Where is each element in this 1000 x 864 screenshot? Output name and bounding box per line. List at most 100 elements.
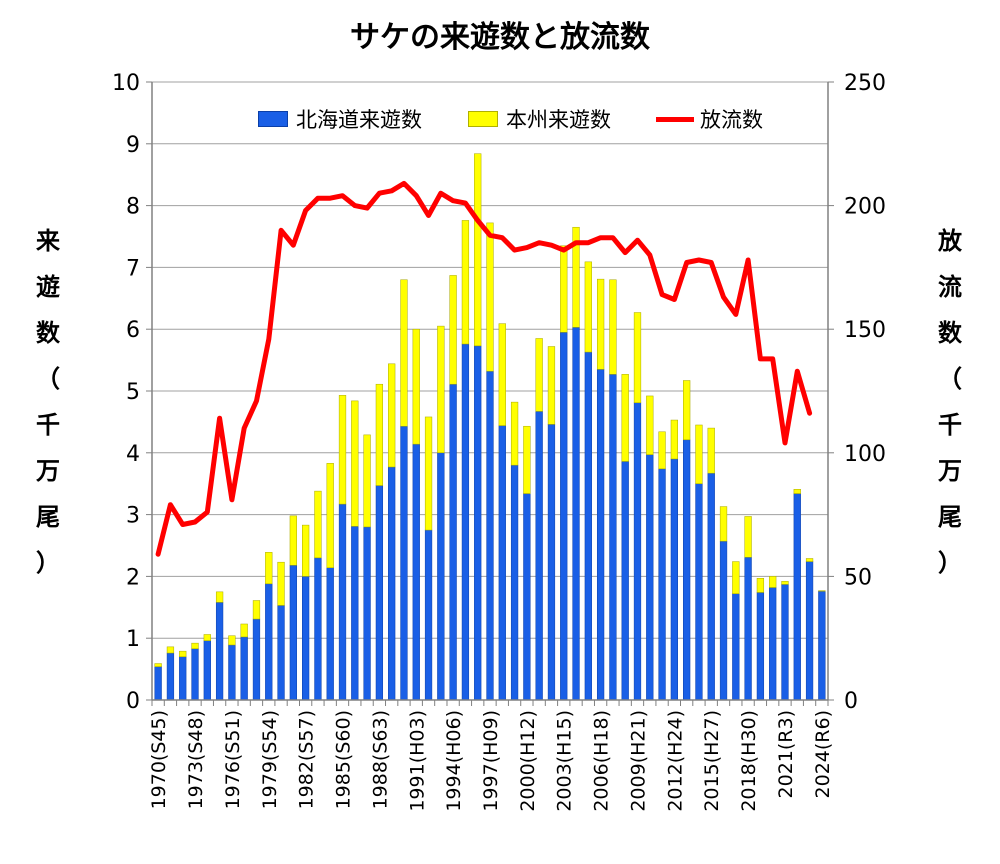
right-axis-label-char: 尾 xyxy=(938,503,962,531)
left-tick-label: 10 xyxy=(112,71,140,96)
bar-honshu xyxy=(375,383,384,486)
bar-hokkaido xyxy=(240,636,248,701)
bar-honshu xyxy=(560,245,568,333)
x-tick-label: 2012(H24) xyxy=(664,710,686,812)
bar-hokkaido xyxy=(547,424,556,701)
bar-honshu xyxy=(805,558,814,562)
bar-hokkaido xyxy=(351,526,359,701)
bar-hokkaido xyxy=(756,592,765,701)
x-tick-label: 2024(R6) xyxy=(812,710,834,798)
bar-hokkaido xyxy=(646,454,654,701)
bar-honshu xyxy=(474,153,482,347)
bar-honshu xyxy=(584,261,592,353)
bar-hokkaido xyxy=(560,332,568,701)
bar-hokkaido xyxy=(695,483,703,701)
legend-label-hokkaido: 北海道来遊数 xyxy=(296,108,422,132)
bar-hokkaido xyxy=(498,425,506,701)
bar-hokkaido xyxy=(732,593,740,701)
bar-hokkaido xyxy=(523,493,531,701)
bar-honshu xyxy=(683,380,691,441)
bar-honshu xyxy=(572,226,580,328)
bar-honshu xyxy=(400,279,408,427)
bar-honshu xyxy=(510,401,519,466)
left-tick-label: 4 xyxy=(126,442,140,467)
bar-hokkaido xyxy=(449,383,457,701)
bar-honshu xyxy=(228,635,236,646)
left-tick-label: 6 xyxy=(126,318,140,343)
legend-hokkaido: 北海道来遊数 xyxy=(258,104,422,134)
bar-hokkaido xyxy=(338,503,347,701)
left-tick-label: 3 xyxy=(126,504,140,529)
bar-honshu xyxy=(461,220,470,345)
bar-honshu xyxy=(535,338,543,412)
bar-honshu xyxy=(769,576,777,588)
x-tick-label: 1979(S54) xyxy=(259,710,281,809)
bar-honshu xyxy=(252,600,261,620)
left-axis-label-char: （ xyxy=(36,365,60,393)
bar-hokkaido xyxy=(289,565,297,701)
bar-hokkaido xyxy=(228,644,236,701)
bar-hokkaido xyxy=(375,485,384,701)
right-axis-label-char: 千 xyxy=(938,411,962,439)
bar-hokkaido xyxy=(683,439,691,701)
bar-honshu xyxy=(633,312,642,403)
bar-honshu xyxy=(314,490,322,559)
right-axis-label: 放流数 （ 千万尾 ） xyxy=(930,218,970,586)
x-tick-label: 1982(S57) xyxy=(296,710,318,809)
bar-honshu xyxy=(412,328,420,445)
legend-label-honshu: 本州来遊数 xyxy=(506,108,611,132)
left-tick-label: 2 xyxy=(126,565,140,590)
bar-hokkaido xyxy=(400,425,408,701)
left-axis-label-char: 尾 xyxy=(36,503,60,531)
bar-hokkaido xyxy=(314,557,322,701)
bar-hokkaido xyxy=(769,587,777,701)
bar-hokkaido xyxy=(388,466,396,701)
left-tick-label: 1 xyxy=(126,627,140,652)
left-axis-label-char: 遊 xyxy=(36,273,60,301)
bar-honshu xyxy=(363,434,371,528)
x-tick-label: 1997(H09) xyxy=(480,710,502,812)
bar-hokkaido xyxy=(424,529,433,701)
bar-honshu xyxy=(215,591,224,603)
bar-hokkaido xyxy=(461,343,470,701)
bar-honshu xyxy=(658,431,666,470)
bar-honshu xyxy=(793,489,801,494)
right-axis-label-char: ） xyxy=(938,549,962,577)
bar-hokkaido xyxy=(412,443,420,701)
left-axis-label-char: 数 xyxy=(36,319,60,347)
line-release xyxy=(155,180,813,557)
bar-hokkaido xyxy=(719,540,728,701)
bar-honshu xyxy=(756,578,765,593)
bar-honshu xyxy=(191,642,199,649)
right-tick-label: 200 xyxy=(844,195,886,220)
bar-honshu xyxy=(744,516,752,558)
bar-honshu xyxy=(203,634,211,641)
right-axis-label-char: 流 xyxy=(938,273,962,301)
left-axis-label-char: 千 xyxy=(36,411,60,439)
bar-honshu xyxy=(265,552,273,585)
bar-honshu xyxy=(596,278,605,370)
bar-honshu xyxy=(424,416,433,531)
bar-honshu xyxy=(166,646,175,654)
bar-hokkaido xyxy=(203,640,211,701)
bar-hokkaido xyxy=(707,472,715,701)
left-tick-label: 5 xyxy=(126,380,140,405)
bar-hokkaido xyxy=(805,561,814,701)
bar-hokkaido xyxy=(744,556,752,701)
chart-title: サケの来遊数と放流数 xyxy=(350,20,650,55)
bar-hokkaido xyxy=(166,652,175,701)
bar-honshu xyxy=(437,325,445,454)
legend-honshu: 本州来遊数 xyxy=(468,104,611,134)
left-tick-label: 9 xyxy=(126,133,140,158)
bar-honshu xyxy=(289,515,297,566)
bar-hokkaido xyxy=(277,605,285,701)
bar-hokkaido xyxy=(781,584,789,701)
right-tick-label: 50 xyxy=(844,565,872,590)
right-axis-label-char: 数 xyxy=(938,319,962,347)
bar-honshu xyxy=(326,463,334,568)
x-tick-label: 2000(H12) xyxy=(517,710,539,812)
right-axis-label-char: 万 xyxy=(938,457,962,485)
bar-honshu xyxy=(707,427,715,474)
bar-hokkaido xyxy=(265,583,273,701)
